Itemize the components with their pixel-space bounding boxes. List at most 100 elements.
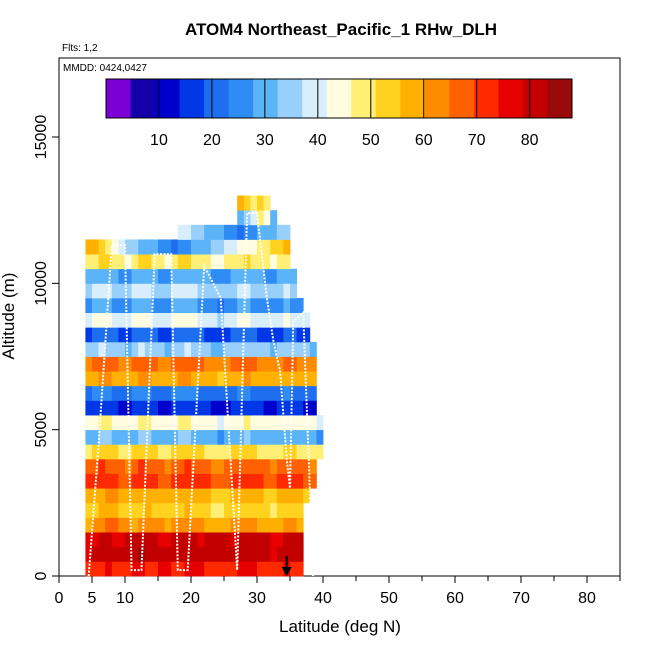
heatmap-cell [197,327,205,343]
heatmap-cell [191,415,198,431]
heatmap-cell [191,546,198,562]
heatmap-cell [184,517,192,533]
heatmap-cell [151,473,159,489]
heatmap-cell [138,371,146,387]
heatmap-cell [296,400,304,416]
heatmap-cell [217,517,225,533]
heatmap-cell [276,444,284,460]
heatmap-cell [144,312,152,328]
heatmap-cell [184,502,192,518]
heatmap-cell [296,356,304,372]
heatmap-cell [257,400,264,416]
heatmap-cell [118,532,126,548]
heatmap-cell [184,429,192,445]
heatmap-cell [85,517,93,533]
heatmap-cell [131,458,139,474]
heatmap-cell [151,341,159,357]
heatmap-cell [204,517,212,533]
heatmap-cell [210,224,218,240]
heatmap-cell [283,488,291,504]
y-tick-label: 0 [33,571,50,580]
heatmap-cell [263,488,271,504]
heatmap-cell [270,517,278,533]
heatmap-cell [257,458,264,474]
heatmap-cell [118,502,126,518]
heatmap-cell [263,268,271,284]
heatmap-cell [270,371,278,387]
heatmap-cell [111,297,119,314]
heatmap-cell [138,283,146,299]
heatmap-cell [204,473,212,489]
heatmap-cell [118,517,126,533]
heatmap-cell [191,473,198,489]
heatmap-cell [250,502,258,518]
heatmap-cell [309,400,317,416]
heatmap-cell [197,458,205,474]
heatmap-cell [131,400,139,416]
colorbar-swatch [277,79,303,118]
heatmap-cell [164,532,172,548]
heatmap-cell [171,488,179,504]
heatmap-cell [276,400,284,416]
heatmap-cell [191,254,198,270]
heatmap-cell [243,385,251,401]
heatmap-cell [131,532,139,548]
heatmap-cell [92,254,99,270]
heatmap-cell [158,488,165,504]
heatmap-cell [125,532,132,548]
heatmap-cell [184,327,192,343]
heatmap-cell [210,444,218,460]
heatmap-cell [230,312,238,328]
heatmap-cell [217,254,225,270]
heatmap-cell [217,546,225,562]
colorbar-tick-label: 60 [415,132,433,149]
heatmap-cell [276,268,284,284]
heatmap-cell [290,429,297,445]
heatmap-cell [111,400,119,416]
heatmap-cell [257,473,264,489]
heatmap-cell [144,254,152,270]
colorbar-frame [105,78,573,119]
heatmap-cell [111,561,119,577]
heatmap-cell [224,312,231,328]
heatmap-cell [270,546,278,562]
colorbar-swatch [400,79,426,118]
heatmap-cell [296,327,304,343]
heatmap-cell [191,458,198,474]
heatmap-cell [204,371,212,387]
heatmap-cell [158,327,165,343]
heatmap-cell [138,532,146,548]
heatmap-cell [224,488,231,504]
heatmap-cell [217,561,225,577]
heatmap-cell [283,517,291,533]
heatmap-cell [138,444,146,460]
heatmap-cell [210,254,218,270]
heatmap-cell [270,502,278,518]
heatmap-cell [151,429,159,445]
heatmap-cell [197,371,205,387]
heatmap-cell [118,371,126,387]
heatmap-cell [210,356,218,372]
heatmap-cell [270,444,278,460]
colorbar-swatch [253,79,279,118]
heatmap-cell [184,254,192,270]
heatmap-cell [250,356,258,372]
heatmap-cell [276,341,284,357]
heatmap-cell [98,327,106,343]
heatmap-cell [237,254,245,270]
heatmap-cell [177,268,185,284]
heatmap-cell [303,341,311,357]
heatmap-cell [316,444,324,460]
heatmap-cell [125,356,132,372]
heatmap-cell [224,371,231,387]
colorbar-swatch [449,79,475,118]
heatmap-cell [210,502,218,518]
heatmap-cell [191,283,198,299]
heatmap-cell [257,224,264,240]
heatmap-cell [257,341,264,357]
heatmap-cell [111,473,119,489]
heatmap-cell [131,268,139,284]
heatmap-cell [164,371,172,387]
heatmap-cell [158,473,165,489]
heatmap-cell [230,444,238,460]
